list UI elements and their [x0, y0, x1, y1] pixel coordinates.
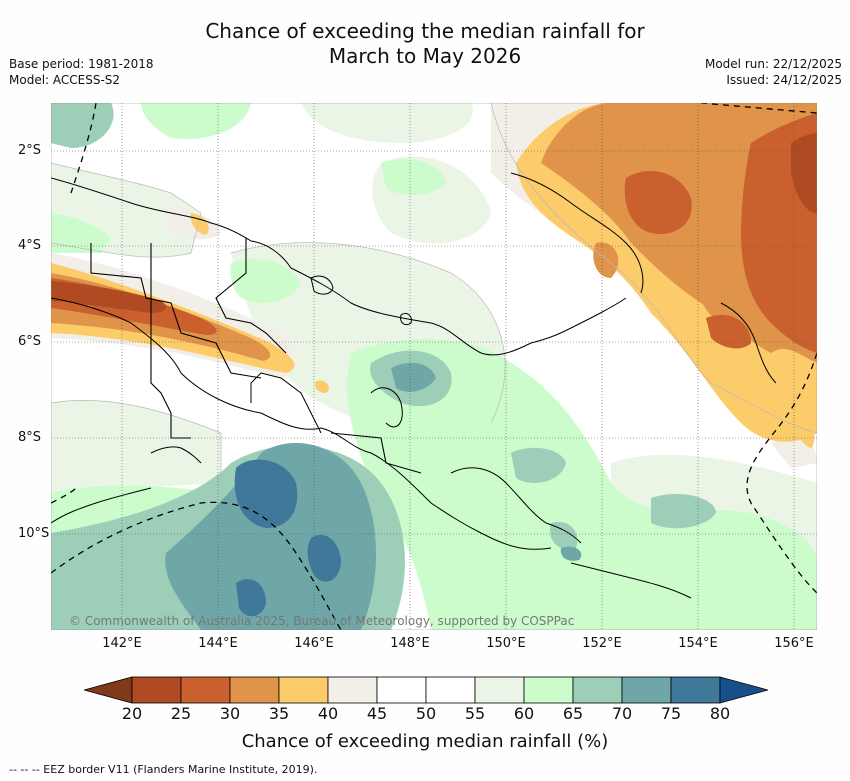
colorbar-label: 60 — [513, 704, 535, 723]
colorbar-swatch — [180, 676, 231, 704]
colorbar-swatch — [670, 676, 721, 704]
issued-date: Issued: 24/12/2025 — [726, 73, 842, 87]
colorbar-title: Chance of exceeding median rainfall (%) — [241, 731, 609, 752]
contour-20-25 — [51, 133, 817, 313]
colorbar-label: 70 — [611, 704, 633, 723]
lat-label-4s: 4°S — [18, 238, 42, 253]
colorbar-label: 80 — [709, 704, 731, 723]
colorbar-swatch — [425, 676, 476, 704]
coastlines — [51, 172, 777, 599]
admin-borders — [90, 238, 422, 474]
colorbar-label: 25 — [170, 704, 192, 723]
colorbar-label: 55 — [464, 704, 486, 723]
colorbar-swatch — [621, 676, 672, 704]
colorbar-label: 65 — [562, 704, 584, 723]
colorbar — [84, 676, 768, 704]
colorbar-label: 75 — [660, 704, 682, 723]
map-credit: © Commonwealth of Australia 2025, Bureau… — [69, 614, 575, 628]
lat-label-6s: 6°S — [18, 334, 42, 349]
colorbar-label: 20 — [121, 704, 143, 723]
contour-75-80 — [234, 459, 341, 617]
colorbar-label: 30 — [219, 704, 241, 723]
model-run-date: Model run: 22/12/2025 — [704, 57, 842, 71]
lon-label-144e: 144°E — [198, 636, 238, 651]
colorbar-swatch — [131, 676, 182, 704]
eez-legend: -- -- -- EEZ border V11 (Flanders Marine… — [9, 763, 318, 776]
colorbar-swatch — [327, 676, 378, 704]
colorbar-swatch — [229, 676, 280, 704]
lon-label-150e: 150°E — [486, 636, 526, 651]
colorbar-swatch — [572, 676, 623, 704]
lat-label-2s: 2°S — [18, 143, 42, 158]
model-name: Model: ACCESS-S2 — [9, 73, 121, 87]
colorbar-label: 35 — [268, 704, 290, 723]
colorbar-swatch — [523, 676, 574, 704]
eez-borders — [51, 103, 817, 630]
rainfall-map — [51, 103, 817, 630]
map-title-line2: March to May 2026 — [328, 44, 522, 68]
lat-label-10s: 10°S — [18, 526, 50, 541]
colorbar-swatch — [376, 676, 427, 704]
colorbar-arrow-low — [84, 676, 133, 704]
colorbar-swatch — [474, 676, 525, 704]
colorbar-swatch — [278, 676, 329, 704]
colorbar-label: 45 — [366, 704, 388, 723]
graticule — [51, 103, 817, 630]
contour-lines — [51, 103, 817, 483]
lat-label-8s: 8°S — [18, 430, 42, 445]
map-title-line1: Chance of exceeding the median rainfall … — [205, 19, 645, 43]
colorbar-label: 40 — [317, 704, 339, 723]
lon-label-152e: 152°E — [582, 636, 622, 651]
colorbar-label: 50 — [415, 704, 437, 723]
base-period: Base period: 1981-2018 — [9, 57, 154, 71]
lon-label-154e: 154°E — [678, 636, 718, 651]
lon-label-142e: 142°E — [102, 636, 142, 651]
colorbar-arrow-high — [719, 676, 768, 704]
lon-label-156e: 156°E — [774, 636, 814, 651]
lon-label-146e: 146°E — [294, 636, 334, 651]
lon-label-148e: 148°E — [390, 636, 430, 651]
